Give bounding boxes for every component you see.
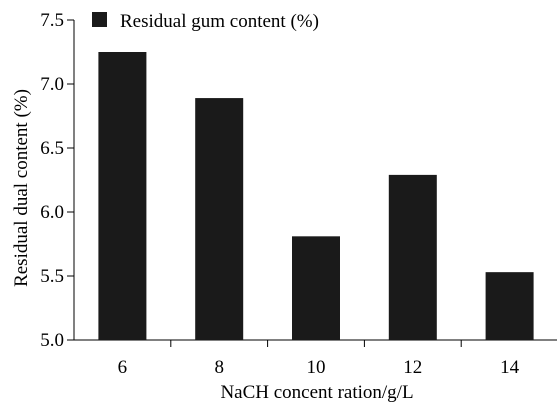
x-tick-label: 12 — [403, 357, 422, 378]
x-tick-label: 8 — [214, 357, 224, 378]
x-tick-label: 10 — [307, 357, 326, 378]
bar — [98, 52, 147, 340]
x-tick-label: 6 — [118, 357, 128, 378]
bar — [195, 98, 244, 340]
y-tick-label: 5.0 — [40, 330, 64, 351]
x-tick-label: 14 — [500, 357, 520, 378]
x-axis-ticks: 6 8 10 12 14 — [118, 340, 520, 378]
bar — [292, 236, 340, 340]
y-tick-label: 6.5 — [40, 138, 64, 159]
x-axis-title: NaCH concent ration/g/L — [220, 382, 413, 403]
bars — [98, 52, 534, 340]
legend: Residual gum content (%) — [92, 11, 319, 32]
y-tick-label: 5.5 — [40, 266, 64, 287]
bar — [388, 174, 437, 340]
y-tick-label: 6.0 — [40, 202, 64, 223]
y-axis-title: Residual dual content (%) — [11, 89, 32, 287]
y-tick-label: 7.0 — [40, 74, 64, 95]
y-axis-ticks: 5.0 5.5 6.0 6.5 7.0 7.5 — [40, 10, 74, 351]
y-tick-label: 7.5 — [40, 10, 64, 31]
legend-swatch — [92, 12, 107, 27]
bar — [485, 272, 534, 340]
legend-label: Residual gum content (%) — [120, 11, 319, 32]
